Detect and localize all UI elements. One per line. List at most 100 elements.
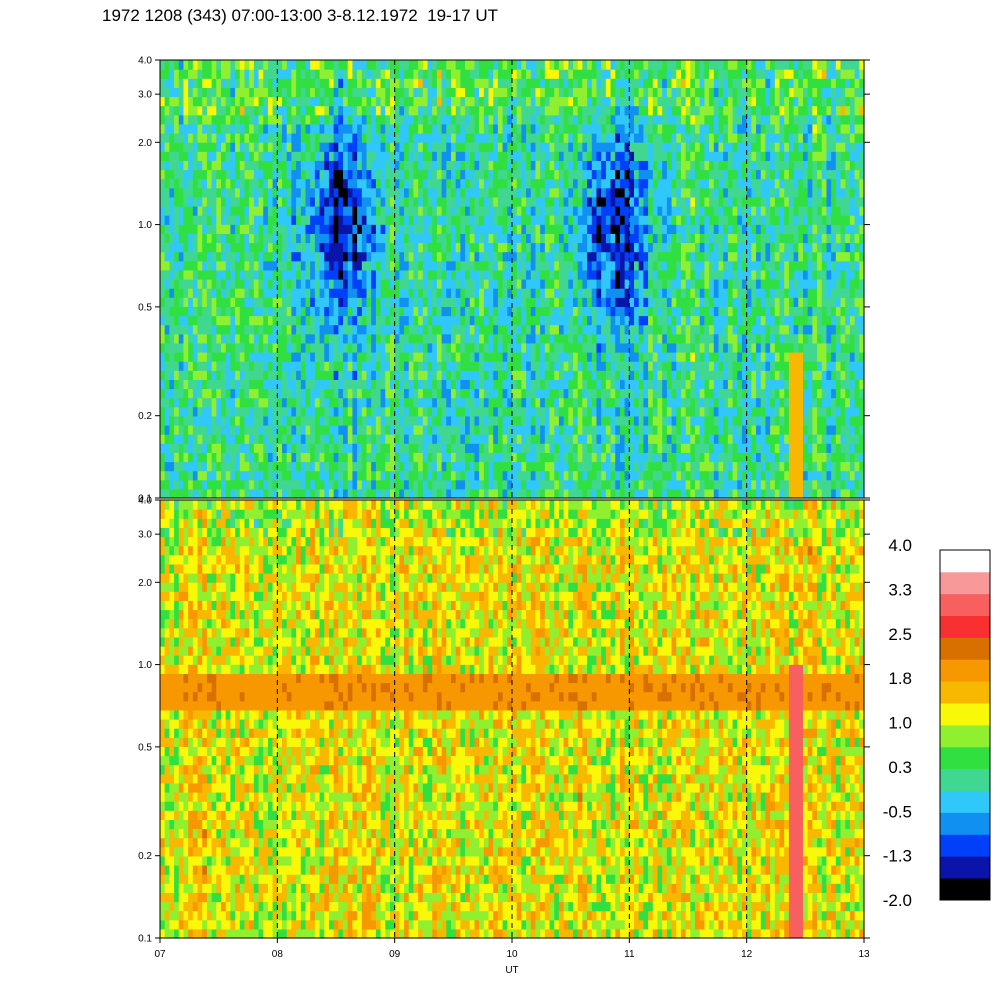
spectrogram-cell [587, 105, 593, 116]
spectrogram-cell [310, 479, 316, 490]
spectrogram-cell [615, 96, 621, 107]
spectrogram-cell [291, 288, 297, 298]
spectrogram-cell [253, 479, 260, 490]
spectrogram-cell [526, 269, 532, 280]
spectrogram-cell [235, 133, 241, 143]
spectrogram-cell [535, 315, 541, 326]
spectrogram-cell [512, 461, 518, 472]
spectrogram-cell [530, 105, 537, 116]
spectrogram-cell [371, 488, 377, 499]
spectrogram-cell [507, 251, 513, 262]
spectrogram-cell [643, 114, 649, 125]
spectrogram-cell [174, 114, 180, 125]
spectrogram-cell [497, 434, 504, 444]
spectrogram-cell [164, 251, 170, 262]
spectrogram-cell [244, 379, 250, 390]
spectrogram-cell [512, 279, 518, 289]
spectrogram-cell [474, 233, 480, 244]
spectrogram-cell [230, 406, 236, 417]
spectrogram-cell [643, 415, 649, 426]
spectrogram-cell [258, 425, 264, 435]
spectrogram-cell [352, 461, 358, 472]
spectrogram-cell [188, 397, 194, 408]
spectrogram-cell [249, 425, 255, 435]
spectrogram-cell [497, 370, 504, 380]
spectrogram-cell [615, 397, 621, 408]
spectrogram-cell [601, 269, 607, 280]
spectrogram-cell [258, 443, 264, 453]
spectrogram-cell [291, 233, 297, 244]
spectrogram-cell [291, 315, 297, 326]
spectrogram-cell [619, 105, 626, 116]
spectrogram-cell [497, 69, 504, 79]
spectrogram-cell [380, 434, 386, 444]
spectrogram-cell [573, 370, 579, 380]
spectrogram-cell [573, 133, 579, 143]
spectrogram-cell [230, 415, 236, 426]
spectrogram-cell [197, 479, 203, 490]
spectrogram-cell [174, 69, 180, 79]
spectrogram-cell [328, 379, 335, 390]
spectrogram-cell [371, 105, 377, 116]
spectrogram-cell [253, 370, 260, 380]
spectrogram-cell [206, 425, 213, 435]
spectrogram-cell [446, 452, 452, 463]
spectrogram-cell [202, 470, 208, 481]
spectrogram-cell [469, 114, 476, 125]
spectrogram-cell [629, 224, 635, 234]
spectrogram-cell [418, 479, 424, 490]
spectrogram-cell [347, 397, 354, 408]
spectrogram-cell [418, 352, 424, 362]
spectrogram-cell [394, 397, 400, 408]
spectrogram-cell [310, 206, 316, 216]
spectrogram-cell [563, 60, 569, 70]
spectrogram-cell [282, 87, 288, 98]
spectrogram-cell [615, 60, 621, 70]
spectrogram-cell [582, 105, 588, 116]
spectrogram-cell [164, 379, 170, 390]
spectrogram-cell [310, 388, 316, 399]
spectrogram-cell [634, 306, 640, 317]
spectrogram-cell [413, 96, 419, 107]
spectrogram-cell [568, 315, 574, 326]
spectrogram-cell [404, 306, 410, 317]
spectrogram-cell [230, 333, 236, 344]
spectrogram-cell [629, 215, 635, 225]
spectrogram-cell [502, 160, 508, 171]
spectrogram-cell [479, 279, 485, 289]
spectrogram-cell [188, 415, 194, 426]
spectrogram-cell [601, 379, 607, 390]
spectrogram-cell [272, 151, 278, 161]
spectrogram-cell [282, 379, 288, 390]
spectrogram-cell [389, 69, 396, 79]
spectrogram-cell [493, 78, 499, 88]
spectrogram-cell [324, 151, 330, 161]
spectrogram-cell [507, 260, 513, 271]
spectrogram-cell [516, 342, 522, 353]
spectrogram-cell [216, 123, 222, 134]
spectrogram-cell [188, 160, 194, 171]
spectrogram-cell [328, 443, 335, 453]
spectrogram-cell [366, 69, 372, 79]
spectrogram-cell [202, 324, 208, 335]
spectrogram-cell [272, 452, 278, 463]
spectrogram-cell [389, 406, 396, 417]
spectrogram-cell [610, 96, 616, 107]
spectrogram-cell [558, 151, 565, 161]
spectrogram-cell [450, 151, 457, 161]
spectrogram-cell [361, 206, 368, 216]
spectrogram-cell [408, 452, 415, 463]
spectrogram-cell [202, 151, 208, 161]
spectrogram-cell [554, 361, 560, 371]
spectrogram-cell [300, 87, 307, 98]
spectrogram-cell [282, 488, 288, 499]
spectrogram-cell [333, 406, 339, 417]
spectrogram-cell [333, 306, 339, 317]
spectrogram-cell [352, 288, 358, 298]
spectrogram-cell [277, 178, 283, 189]
spectrogram-cell [502, 279, 508, 289]
spectrogram-cell [540, 342, 546, 353]
spectrogram-cell [385, 105, 391, 116]
spectrogram-cell [427, 133, 433, 143]
spectrogram-cell [582, 306, 588, 317]
